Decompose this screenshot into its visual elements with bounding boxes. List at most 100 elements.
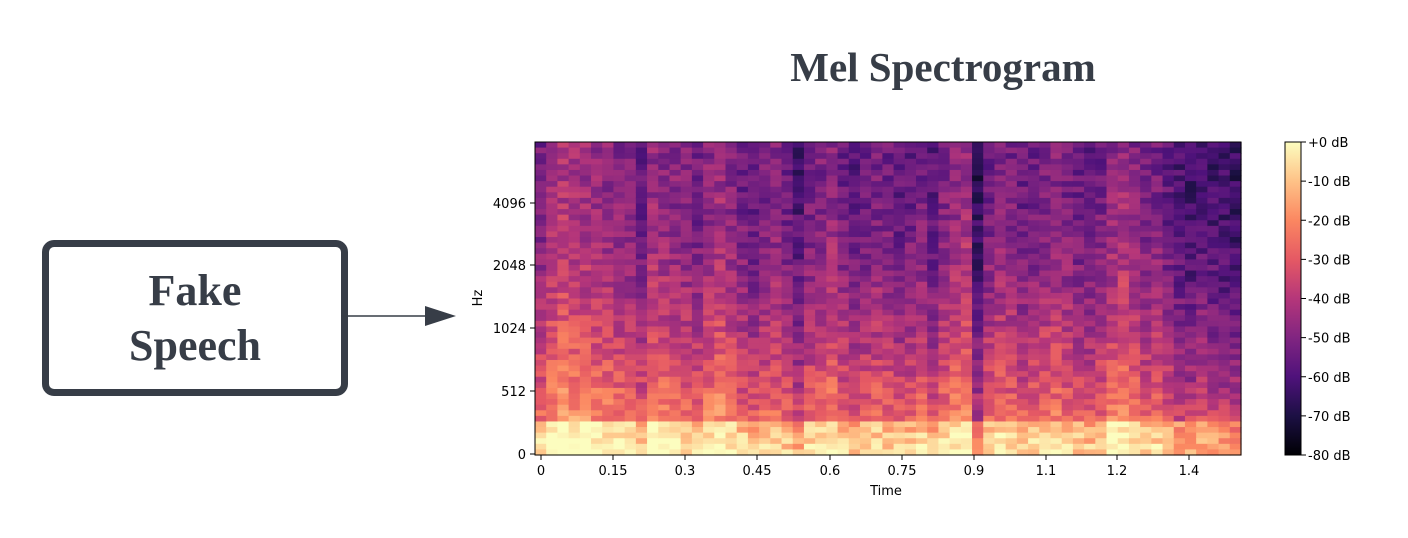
heatmap-cell xyxy=(1207,153,1220,160)
heatmap-cell xyxy=(927,382,940,389)
heatmap-cell xyxy=(803,242,816,249)
heatmap-cell xyxy=(568,337,581,344)
heatmap-cell xyxy=(725,387,738,395)
heatmap-cell xyxy=(837,276,850,283)
heatmap-cell xyxy=(927,348,940,355)
heatmap-cell xyxy=(546,382,559,389)
heatmap-cell xyxy=(714,298,727,305)
heatmap-cell xyxy=(1218,186,1231,193)
heatmap-cell xyxy=(882,326,895,333)
heatmap-cell xyxy=(815,181,827,188)
heatmap-cell xyxy=(1218,169,1231,177)
heatmap-cell xyxy=(1218,326,1231,333)
heatmap-cell xyxy=(613,164,626,171)
heatmap-cell xyxy=(1207,214,1220,221)
heatmap-cell xyxy=(960,337,973,344)
heatmap-cell xyxy=(579,365,592,372)
heatmap-cell xyxy=(1162,237,1175,244)
heatmap-cell xyxy=(1207,427,1220,434)
heatmap-cell xyxy=(938,399,951,406)
heatmap-cell xyxy=(1039,225,1052,233)
heatmap-cell xyxy=(1151,175,1164,182)
heatmap-cell xyxy=(568,371,581,378)
heatmap-cell xyxy=(557,371,570,378)
heatmap-cell xyxy=(949,142,962,149)
heatmap-cell xyxy=(960,214,973,221)
heatmap-cell xyxy=(770,158,783,165)
heatmap-cell xyxy=(1072,337,1085,344)
heatmap-cell xyxy=(781,427,794,434)
heatmap-cell xyxy=(1106,387,1119,395)
heatmap-cell xyxy=(759,287,771,294)
heatmap-cell xyxy=(759,220,771,227)
heatmap-cell xyxy=(1207,387,1220,395)
heatmap-cell xyxy=(535,443,547,451)
heatmap-cell xyxy=(871,169,883,177)
heatmap-cell xyxy=(1218,164,1231,171)
heatmap-cell xyxy=(960,153,973,160)
heatmap-cell xyxy=(1072,404,1085,411)
heatmap-cell xyxy=(1028,304,1040,311)
heatmap-cell xyxy=(1039,304,1052,311)
heatmap-cell xyxy=(602,382,615,389)
heatmap-cell xyxy=(747,326,760,333)
heatmap-cell xyxy=(983,220,996,227)
heatmap-cell xyxy=(1050,382,1063,389)
heatmap-cell xyxy=(1196,164,1208,171)
heatmap-cell xyxy=(960,237,973,244)
heatmap-cell xyxy=(736,237,749,244)
heatmap-cell xyxy=(613,387,626,395)
x-tick-label: 0.6 xyxy=(820,464,841,479)
heatmap-cell xyxy=(714,164,727,171)
heatmap-cell xyxy=(647,264,659,272)
heatmap-cell xyxy=(837,192,850,199)
heatmap-cell xyxy=(535,359,547,367)
heatmap-cell xyxy=(1196,209,1208,216)
heatmap-cell xyxy=(1218,332,1231,339)
heatmap-cell xyxy=(904,421,917,428)
heatmap-cell xyxy=(1016,270,1029,277)
heatmap-cell xyxy=(1128,348,1141,355)
heatmap-cell xyxy=(546,276,559,283)
heatmap-cell xyxy=(635,231,648,238)
heatmap-cell xyxy=(602,248,615,255)
heatmap-cell xyxy=(624,404,637,411)
heatmap-cell xyxy=(658,415,671,423)
heatmap-cell xyxy=(1229,142,1242,149)
heatmap-cell xyxy=(994,158,1007,165)
heatmap-cell xyxy=(994,209,1007,216)
heatmap-cell xyxy=(725,376,738,383)
heatmap-cell xyxy=(938,404,951,411)
heatmap-cell xyxy=(882,225,895,233)
heatmap-cell xyxy=(882,421,895,428)
heatmap-cell xyxy=(658,203,671,210)
heatmap-cell xyxy=(1050,270,1063,277)
heatmap-cell xyxy=(837,270,850,277)
heatmap-cell xyxy=(770,276,783,283)
heatmap-cell xyxy=(635,237,648,244)
heatmap-cell xyxy=(949,320,962,328)
heatmap-cell xyxy=(1050,242,1063,249)
heatmap-cell xyxy=(725,382,738,389)
heatmap-cell xyxy=(994,326,1007,333)
heatmap-cell xyxy=(1229,382,1242,389)
heatmap-cell xyxy=(904,181,917,188)
heatmap-cell xyxy=(1173,421,1186,428)
heatmap-cell xyxy=(602,359,615,367)
heatmap-cell xyxy=(815,315,827,322)
heatmap-cell xyxy=(1084,231,1096,238)
heatmap-cell xyxy=(602,281,615,288)
heatmap-cell xyxy=(960,203,973,210)
heatmap-cell xyxy=(815,259,827,266)
heatmap-cell xyxy=(859,376,872,383)
heatmap-cell xyxy=(635,270,648,277)
heatmap-cell xyxy=(1140,438,1152,445)
heatmap-cell xyxy=(848,142,861,149)
heatmap-cell xyxy=(1229,332,1242,339)
heatmap-cell xyxy=(1128,209,1141,216)
heatmap-cell xyxy=(882,253,895,260)
heatmap-cell xyxy=(714,371,727,378)
heatmap-cell xyxy=(871,214,883,221)
heatmap-cell xyxy=(1218,276,1231,283)
